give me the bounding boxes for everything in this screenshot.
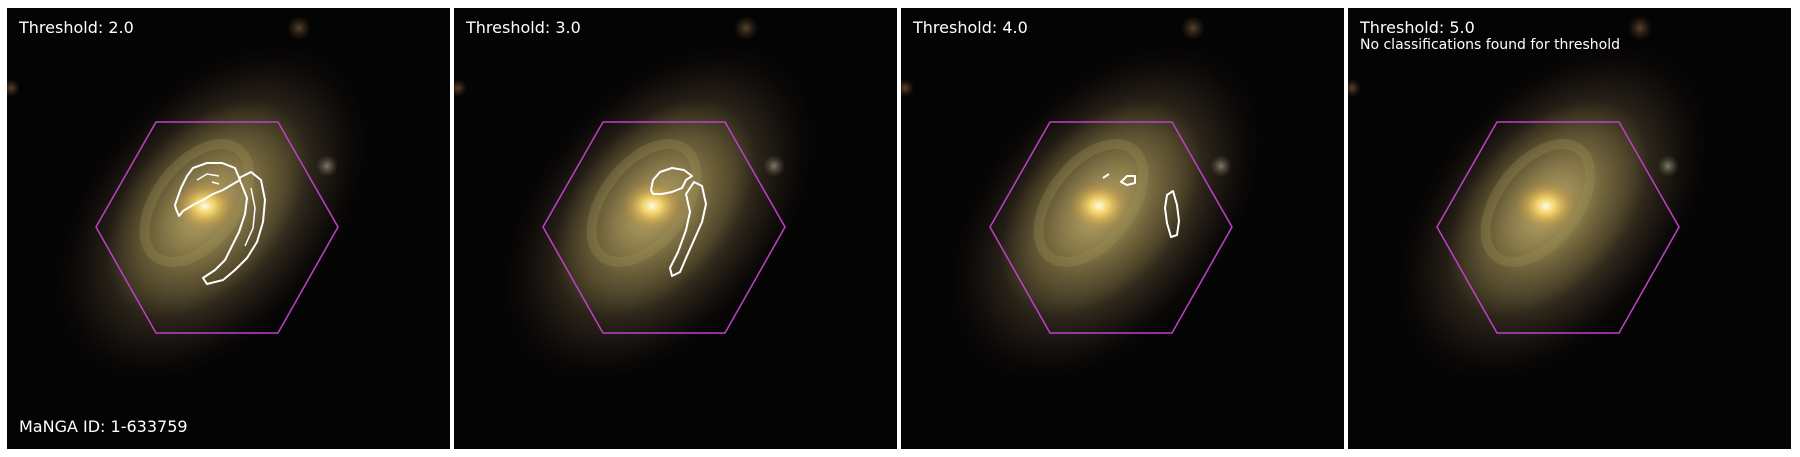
- manga-id-label: MaNGA ID: 1-633759: [19, 416, 188, 436]
- ifu-hexagon: [989, 121, 1233, 334]
- ifu-hexagon: [1436, 121, 1680, 334]
- galaxy-image: [1348, 8, 1791, 449]
- classification-contour: [1102, 173, 1136, 186]
- galaxy-image: [7, 8, 450, 449]
- threshold-label: Threshold: 4.0: [913, 18, 1028, 37]
- classification-contour: [1164, 190, 1180, 238]
- threshold-label: Threshold: 3.0: [466, 18, 581, 37]
- classification-contour: [174, 162, 241, 217]
- galaxy-image: [901, 8, 1344, 449]
- ifu-hexagon: [542, 121, 786, 334]
- classification-contour: [669, 181, 707, 277]
- classification-contour-inner: [244, 187, 256, 247]
- ifu-hexagon: [95, 121, 339, 334]
- panel-threshold-3: Threshold: 3.0: [454, 8, 897, 449]
- no-classifications-note: No classifications found for threshold: [1360, 37, 1620, 53]
- threshold-label: Threshold: 2.0: [19, 18, 134, 37]
- galaxy-image: [454, 8, 897, 449]
- classification-contour-inner: [196, 173, 220, 185]
- threshold-label: Threshold: 5.0: [1360, 18, 1475, 37]
- classification-contour: [202, 171, 266, 285]
- panel-threshold-5: Threshold: 5.0 No classifications found …: [1348, 8, 1791, 449]
- classification-contour: [650, 167, 693, 195]
- panel-threshold-2: Threshold: 2.0 MaNGA ID: 1-633759: [7, 8, 450, 449]
- panel-threshold-4: Threshold: 4.0: [901, 8, 1344, 449]
